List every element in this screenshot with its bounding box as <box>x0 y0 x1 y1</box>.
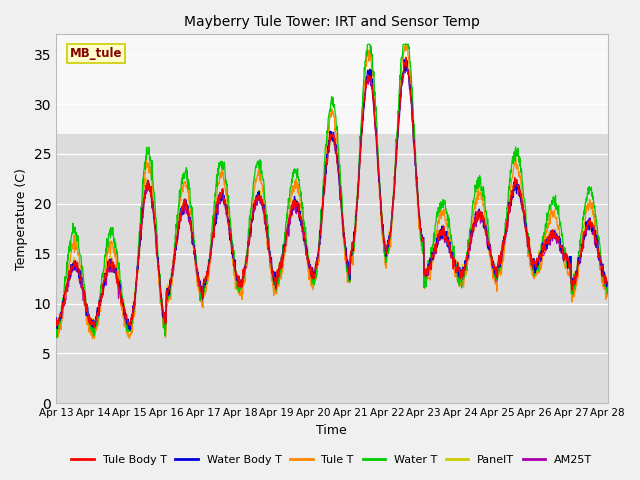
X-axis label: Time: Time <box>317 424 348 437</box>
Y-axis label: Temperature (C): Temperature (C) <box>15 168 28 270</box>
Legend: Tule Body T, Water Body T, Tule T, Water T, PanelT, AM25T: Tule Body T, Water Body T, Tule T, Water… <box>67 451 596 469</box>
Text: MB_tule: MB_tule <box>70 47 122 60</box>
Bar <box>56 35 608 134</box>
Title: Mayberry Tule Tower: IRT and Sensor Temp: Mayberry Tule Tower: IRT and Sensor Temp <box>184 15 480 29</box>
